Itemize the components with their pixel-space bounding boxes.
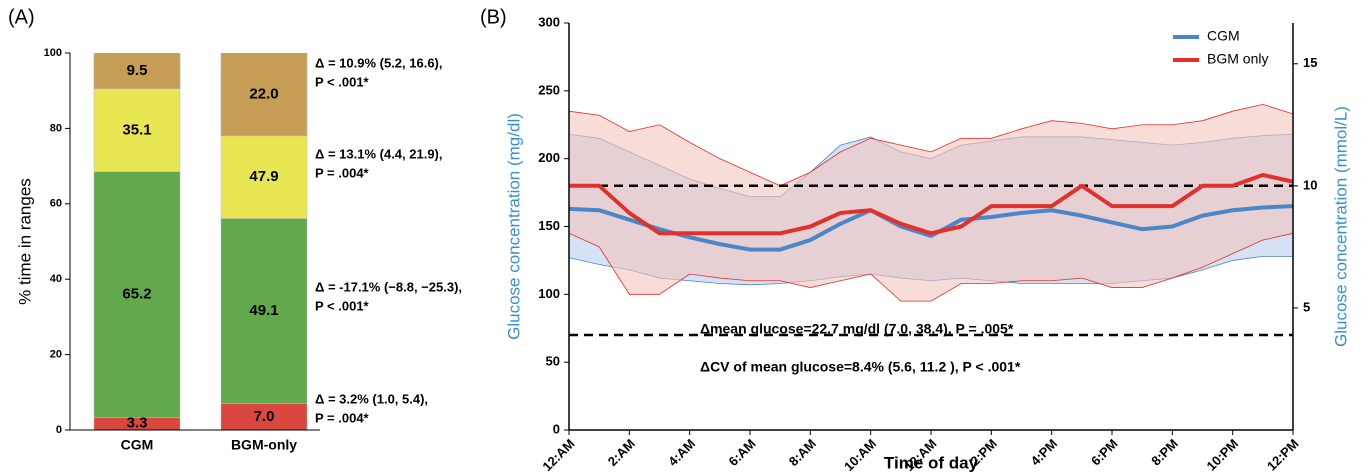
x-tick-label: 10:AM xyxy=(841,436,879,474)
legend-label: CGM xyxy=(1207,28,1240,44)
x-tick-label: 4:AM xyxy=(665,436,698,469)
legend-label: BGM only xyxy=(1207,51,1268,67)
y-tick-label: 0 xyxy=(56,424,62,436)
annotation: P < .001* xyxy=(315,74,370,89)
y-tick-label: 60 xyxy=(50,198,62,210)
x-tick-label: 6:PM xyxy=(1088,436,1121,469)
y-axis-title: % time in ranges xyxy=(15,178,34,305)
bar-segment xyxy=(93,53,181,90)
bar-segment xyxy=(220,53,308,137)
bars xyxy=(93,53,308,430)
panel-label: (A) xyxy=(8,6,35,28)
x-tick-label: 10:PM xyxy=(1204,436,1242,474)
y-axis-title: Glucose concentration (mg/dl) xyxy=(504,113,523,340)
bar-segment xyxy=(220,403,308,430)
x-tick-label: 2:AM xyxy=(605,436,638,469)
y-tick-label: 200 xyxy=(538,150,560,165)
y2-tick-label: 5 xyxy=(1303,299,1310,314)
y-tick-label: 100 xyxy=(44,47,62,59)
annotation: P < .001* xyxy=(315,298,370,313)
panel-label: (B) xyxy=(480,6,507,28)
bar-value-label: 65.2 xyxy=(122,286,151,303)
y2-tick-label: 15 xyxy=(1303,55,1317,70)
y2-tick-label: 10 xyxy=(1303,177,1317,192)
bar-value-label: 49.1 xyxy=(249,302,278,319)
y-tick-label: 0 xyxy=(553,421,560,436)
x-tick-label: 12:AM xyxy=(539,436,577,474)
x-axis-title: Time of day xyxy=(884,453,979,472)
bar-value-label: 9.5 xyxy=(127,62,148,79)
annotation: Δ = 10.9% (5.2, 16.6), xyxy=(315,55,443,70)
y-tick-label: 40 xyxy=(50,273,62,285)
bar-value-label: 47.9 xyxy=(249,168,278,185)
series-line xyxy=(569,172,1294,236)
x-tick-label: 2:PM xyxy=(967,436,1000,469)
y-tick-label: 20 xyxy=(50,349,62,361)
x-tick-label: 6:AM xyxy=(725,436,758,469)
y2-axis-title: Glucose concentration (mmol/L) xyxy=(1331,106,1350,347)
y-tick-label: 80 xyxy=(50,122,62,134)
band xyxy=(568,103,1294,302)
annotation: Δ = 13.1% (4.4, 21.9), xyxy=(315,146,443,161)
bar-value-label: 35.1 xyxy=(122,121,151,138)
x-tick-label: 4:PM xyxy=(1028,436,1061,469)
annotation: Δ = -17.1% (−8.8, −25.3), xyxy=(315,279,462,294)
x-tick-label: CGM xyxy=(121,437,154,453)
annotation: Δmean glucose=22.7 mg/dl (7.0, 38.4), P … xyxy=(700,321,1014,337)
x-tick-label: BGM-only xyxy=(231,437,297,453)
y-tick-label: 150 xyxy=(538,218,560,233)
annotation: P = .004* xyxy=(315,165,370,180)
x-tick-label: 12:PM xyxy=(1264,436,1302,474)
y-tick-label: 50 xyxy=(546,354,560,369)
annotation: ΔCV of mean glucose=8.4% (5.6, 11.2 ), P… xyxy=(700,359,1021,375)
annotation: P = .004* xyxy=(315,410,370,425)
x-tick-label: 8:AM xyxy=(786,436,819,469)
y-tick-label: 300 xyxy=(538,14,560,29)
bar-segment xyxy=(220,218,308,404)
bar-value-label: 22.0 xyxy=(249,85,278,102)
series-line xyxy=(568,204,1294,252)
bar-segment xyxy=(93,171,181,418)
annotation: Δ = 3.2% (1.0, 5.4), xyxy=(315,391,428,406)
y-tick-label: 250 xyxy=(538,82,560,97)
x-tick-label: 8:PM xyxy=(1148,436,1181,469)
y-tick-label: 100 xyxy=(538,286,560,301)
bar-value-label: 7.0 xyxy=(254,408,275,425)
bar-value-label: 3.3 xyxy=(127,415,148,432)
